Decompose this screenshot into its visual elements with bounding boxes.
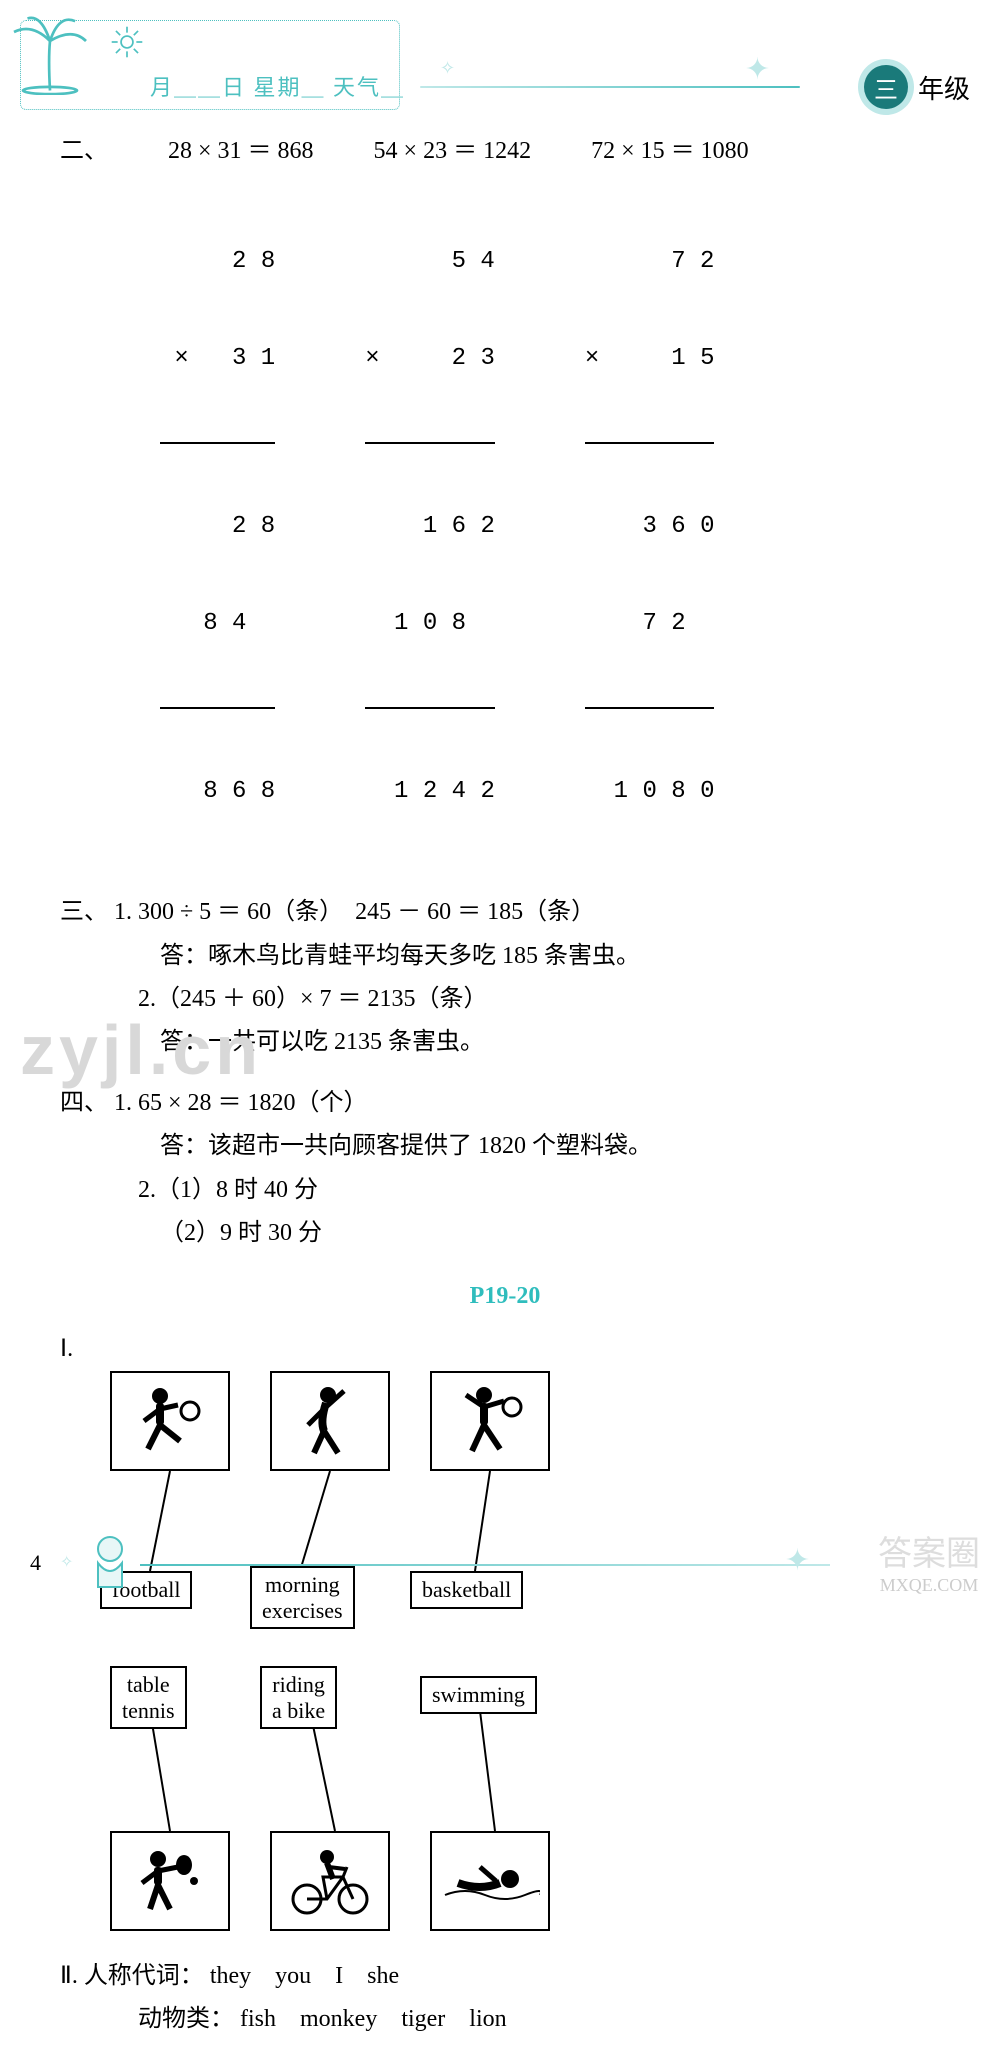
values: fish monkey tiger lion bbox=[240, 2006, 507, 2032]
palm-icon bbox=[5, 5, 95, 113]
sun-icon bbox=[110, 25, 144, 68]
vm-line: 2 8 bbox=[160, 246, 275, 278]
q-line: 2.（1）8 时 40 分 bbox=[60, 1169, 950, 1212]
equation: 54 × 23 ＝ 1242 bbox=[374, 130, 532, 173]
vm-line: 2 8 bbox=[160, 511, 275, 543]
vertical-mult: 2 8 × 3 1 2 8 8 4 8 6 8 bbox=[160, 181, 275, 873]
section-4: 四、 1. 65 × 28 ＝ 1820（个） 答：该超市一共向顾客提供了 18… bbox=[60, 1082, 950, 1255]
vm-line: 3 6 0 bbox=[585, 511, 715, 543]
watermark: zyjl.cn bbox=[20, 1010, 262, 1090]
vm-line: × 1 5 bbox=[585, 343, 715, 375]
vm-rule bbox=[160, 442, 275, 444]
equation: 1. 65 × 28 ＝ 1820（个） bbox=[114, 1090, 368, 1116]
date-blank-line: 月＿＿日 星期＿ 天气＿ bbox=[150, 70, 405, 102]
section-e1-label: Ⅰ. bbox=[60, 1328, 950, 1371]
pic-basketball bbox=[430, 1371, 550, 1471]
vm-line: 7 2 bbox=[585, 246, 715, 278]
e2-line2: 动物类： fish monkey tiger lion bbox=[60, 1998, 950, 2041]
q-line: （2）9 时 30 分 bbox=[60, 1212, 950, 1255]
word-riding: riding a bike bbox=[260, 1666, 337, 1729]
equation-row: 二、 28 × 31 ＝ 868 54 × 23 ＝ 1242 72 × 15 … bbox=[60, 130, 950, 173]
vm-line: 1 6 2 bbox=[365, 511, 495, 543]
sparkle-icon: ✦ bbox=[785, 1543, 810, 1578]
vm-rule bbox=[160, 707, 275, 709]
pic-swim bbox=[430, 1831, 550, 1931]
vm-rule bbox=[365, 707, 495, 709]
pic-exercises bbox=[270, 1371, 390, 1471]
vm-line: × 3 1 bbox=[160, 343, 275, 375]
vm-line: 8 4 bbox=[160, 608, 275, 640]
vm-rule bbox=[585, 442, 715, 444]
pic-football bbox=[110, 1371, 230, 1471]
pic-bike bbox=[270, 1831, 390, 1931]
vm-line: 1 0 8 0 bbox=[585, 776, 715, 808]
grade-badge-group: 三 年级 bbox=[864, 65, 970, 109]
kid-icon bbox=[80, 1531, 140, 1596]
vertical-mult: 5 4 × 2 3 1 6 2 1 0 8 1 2 4 2 bbox=[365, 181, 495, 873]
word-swimming: swimming bbox=[420, 1676, 537, 1713]
vm-line: 5 4 bbox=[365, 246, 495, 278]
answer: 答：啄木鸟比青蛙平均每天多吃 185 条害虫。 bbox=[60, 935, 950, 978]
vm-line: 7 2 bbox=[585, 608, 715, 640]
footer-rule bbox=[140, 1564, 830, 1566]
sparkle-icon: ✧ bbox=[440, 58, 455, 79]
vm-line: 1 0 8 bbox=[365, 608, 495, 640]
q-line: 三、 1. 300 ÷ 5 ＝ 60（条） 245 － 60 ＝ 185（条） bbox=[60, 891, 950, 934]
section-2: 二、 28 × 31 ＝ 868 54 × 23 ＝ 1242 72 × 15 … bbox=[60, 130, 950, 873]
header-rule bbox=[420, 86, 800, 88]
main-content: 二、 28 × 31 ＝ 868 54 × 23 ＝ 1242 72 × 15 … bbox=[60, 130, 950, 2060]
section-label: Ⅱ. bbox=[60, 1963, 78, 1989]
page-number: 4 bbox=[30, 1550, 41, 1576]
key: 人称代词： bbox=[84, 1963, 204, 1989]
section-label: 四、 bbox=[60, 1090, 108, 1116]
answer: 答：该超市一共向顾客提供了 1820 个塑料袋。 bbox=[60, 1125, 950, 1168]
grade-suffix: 年级 bbox=[918, 69, 970, 106]
sparkle-icon: ✧ bbox=[60, 1552, 73, 1572]
footer: 4 ✧ ✦ bbox=[20, 1536, 980, 1596]
equation: 1. 300 ÷ 5 ＝ 60（条） 245 － 60 ＝ 185（条） bbox=[114, 899, 595, 925]
section-label: 三、 bbox=[60, 899, 108, 925]
e2-line1: Ⅱ. 人称代词： they you I she bbox=[60, 1955, 950, 1998]
vm-line: 8 6 8 bbox=[160, 776, 275, 808]
grade-circle: 三 bbox=[864, 65, 908, 109]
equation: 72 × 15 ＝ 1080 bbox=[591, 130, 749, 173]
word-tabletennis: table tennis bbox=[110, 1666, 187, 1729]
matching-diagram: football morning exercises basketball ta… bbox=[80, 1371, 640, 1951]
vm-line: 1 2 4 2 bbox=[365, 776, 495, 808]
key: 动物类： bbox=[138, 2006, 234, 2032]
section-e2: Ⅱ. 人称代词： they you I she 动物类： fish monkey… bbox=[60, 1955, 950, 2041]
page-ref: P19-20 bbox=[60, 1275, 950, 1318]
pic-tabletennis bbox=[110, 1831, 230, 1931]
vm-line: × 2 3 bbox=[365, 343, 495, 375]
equation: 28 × 31 ＝ 868 bbox=[168, 130, 314, 173]
sparkle-icon: ✦ bbox=[745, 52, 770, 87]
section-label: 二、 bbox=[60, 130, 108, 173]
vm-rule bbox=[365, 442, 495, 444]
vertical-mult: 7 2 × 1 5 3 6 0 7 2 1 0 8 0 bbox=[585, 181, 715, 873]
vm-rule bbox=[585, 707, 715, 709]
vertical-mult-row: 2 8 × 3 1 2 8 8 4 8 6 8 5 4 × 2 3 1 6 2 … bbox=[160, 181, 950, 873]
values: they you I she bbox=[210, 1963, 399, 1989]
